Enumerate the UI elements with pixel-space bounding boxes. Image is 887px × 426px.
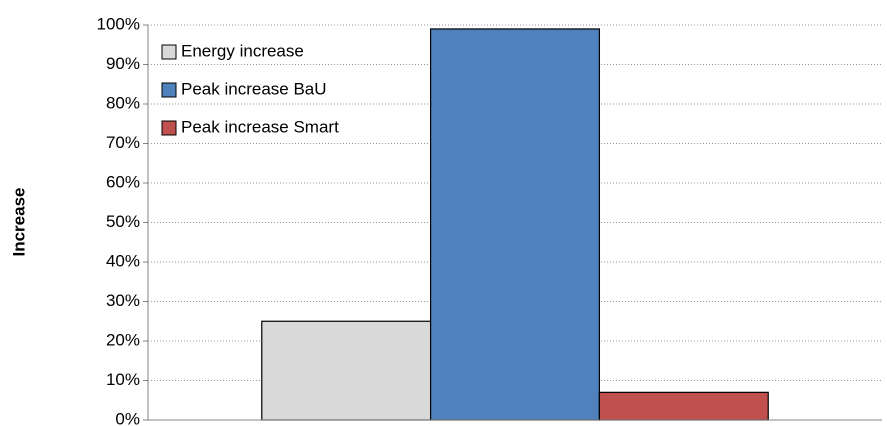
y-tick-label: 60% xyxy=(106,172,140,191)
legend-label: Peak increase BaU xyxy=(181,79,327,98)
legend-swatch xyxy=(161,82,177,98)
y-tick-label: 40% xyxy=(106,251,140,270)
legend-swatch xyxy=(161,44,177,60)
y-tick-label: 90% xyxy=(106,54,140,73)
y-tick-label: 50% xyxy=(106,212,140,231)
legend-label: Peak increase Smart xyxy=(181,117,339,136)
y-tick-label: 80% xyxy=(106,93,140,112)
bar xyxy=(598,391,769,421)
y-tick-label: 70% xyxy=(106,133,140,152)
y-tick-label: 30% xyxy=(106,291,140,310)
bar xyxy=(261,320,432,421)
y-tick-label: 10% xyxy=(106,370,140,389)
legend-label: Energy increase xyxy=(181,41,304,60)
legend-swatch xyxy=(161,120,177,136)
y-tick-label: 100% xyxy=(97,14,140,33)
y-tick-label: 20% xyxy=(106,330,140,349)
y-axis-label: Increase xyxy=(9,188,28,257)
bar xyxy=(429,28,601,421)
y-tick-label: 0% xyxy=(115,409,140,426)
